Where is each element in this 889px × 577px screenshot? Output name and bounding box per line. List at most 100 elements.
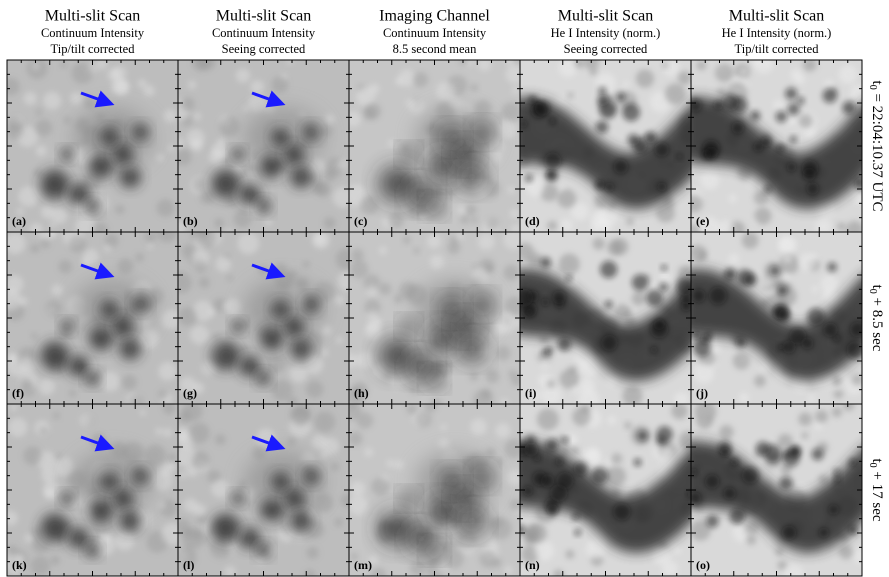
texture [7, 510, 18, 526]
dark-spot [290, 338, 312, 360]
texture [378, 282, 392, 296]
texture [525, 308, 534, 316]
texture [250, 80, 264, 94]
texture [186, 465, 198, 477]
panel-letter: (b) [183, 214, 198, 228]
texture [676, 278, 691, 296]
texture [780, 463, 792, 476]
texture [778, 309, 791, 322]
texture [572, 407, 591, 426]
texture [777, 433, 793, 449]
dark-spot [425, 197, 444, 215]
texture [691, 492, 702, 505]
texture [745, 534, 757, 545]
panel-image [691, 60, 862, 232]
texture [534, 100, 551, 116]
dark-spot [472, 466, 493, 487]
texture [7, 77, 20, 96]
texture [12, 570, 19, 576]
texture [571, 385, 580, 394]
texture [103, 244, 112, 252]
texture [58, 259, 73, 274]
texture [189, 325, 209, 345]
dark-spot [379, 166, 415, 202]
texture [782, 272, 792, 282]
texture [549, 117, 556, 125]
texture [334, 517, 343, 527]
texture [788, 446, 801, 458]
texture [604, 182, 615, 192]
texture [526, 178, 545, 197]
texture [674, 392, 689, 404]
texture [332, 186, 349, 208]
texture [678, 430, 691, 450]
texture [661, 560, 679, 576]
texture [99, 371, 120, 392]
texture [409, 98, 425, 115]
texture [349, 111, 361, 127]
texture [664, 83, 686, 105]
texture [554, 96, 567, 109]
texture [631, 274, 649, 291]
texture [442, 538, 457, 554]
texture [852, 548, 862, 564]
texture [693, 363, 714, 384]
texture [525, 435, 536, 446]
texture [607, 415, 617, 425]
texture [789, 135, 798, 144]
texture [292, 406, 310, 423]
texture [430, 398, 442, 404]
dark-spot [284, 316, 305, 337]
texture [586, 447, 601, 462]
arrow [80, 434, 115, 452]
arrow [80, 262, 115, 280]
image-panel: (c) [348, 59, 521, 233]
texture [763, 60, 770, 66]
texture [182, 527, 205, 550]
row-label: t0 + 17 sec [867, 458, 885, 521]
texture [233, 209, 252, 228]
dark-spot [401, 146, 417, 163]
texture [506, 469, 520, 486]
texture [139, 409, 146, 416]
texture [504, 566, 513, 575]
column-note: Tip/tilt corrected [735, 42, 820, 56]
texture [305, 380, 324, 399]
texture [565, 549, 575, 559]
dark-spot [68, 183, 90, 205]
texture [371, 477, 390, 496]
panel-letter: (i) [525, 386, 536, 400]
texture [781, 525, 797, 541]
texture [761, 136, 772, 148]
panel-image [349, 404, 520, 576]
texture [657, 182, 667, 192]
texture [541, 385, 562, 404]
texture [75, 216, 96, 232]
texture [607, 239, 623, 256]
texture [208, 308, 215, 316]
texture [591, 467, 609, 485]
texture [512, 60, 520, 65]
texture [152, 471, 173, 491]
texture [188, 422, 210, 444]
panel-letter: (m) [354, 558, 372, 572]
texture [763, 185, 772, 193]
image-panel: (e) [690, 59, 863, 233]
texture [350, 481, 366, 497]
texture [503, 232, 520, 250]
texture [350, 552, 359, 561]
texture [201, 360, 217, 376]
column-note: Seeing corrected [222, 42, 306, 56]
image-panel: (h) [348, 231, 521, 405]
texture [324, 169, 337, 182]
dark-spot [68, 355, 90, 377]
image-panel: (g) [177, 231, 350, 405]
texture [209, 536, 232, 559]
texture [336, 159, 349, 171]
texture [457, 530, 477, 550]
texture [193, 112, 202, 121]
panel-letter: (l) [183, 558, 194, 572]
texture [654, 142, 669, 157]
dark-spot [407, 180, 435, 208]
texture [686, 491, 691, 498]
